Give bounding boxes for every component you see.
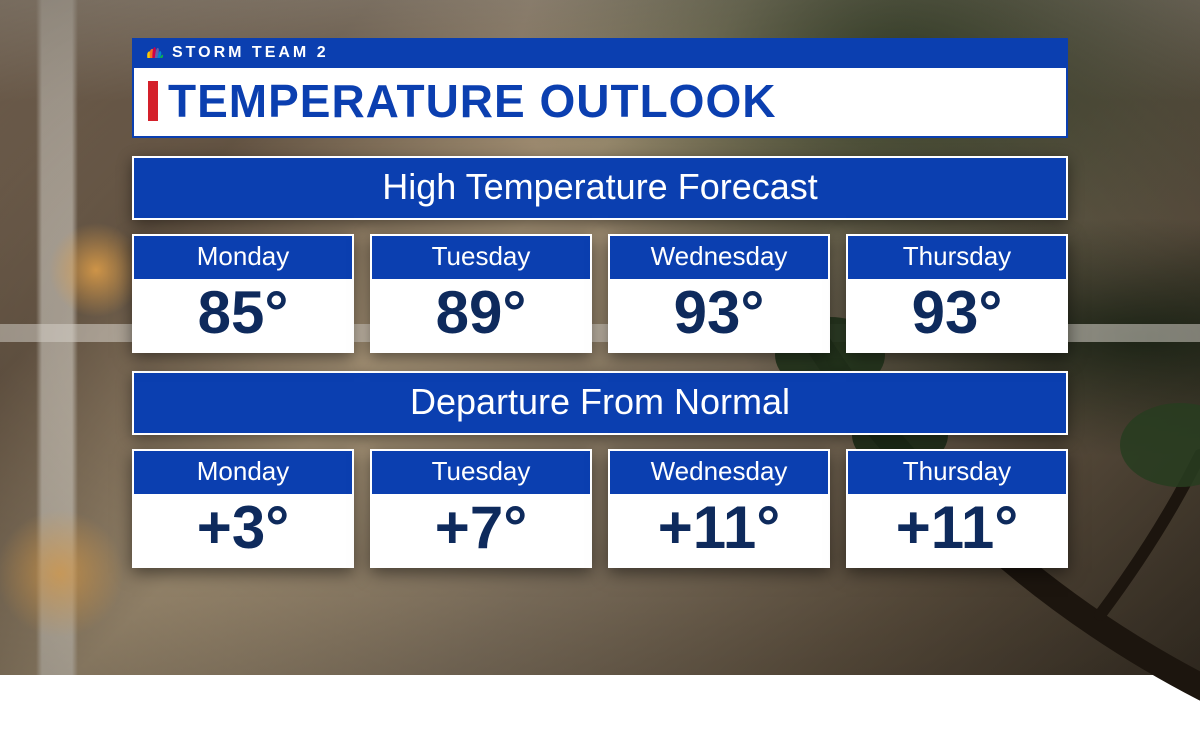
departure-day: Wednesday (610, 451, 828, 494)
forecast-day: Tuesday (372, 236, 590, 279)
forecast-value: 93° (610, 279, 828, 351)
nbc-peacock-icon (144, 43, 164, 63)
departure-day: Tuesday (372, 451, 590, 494)
forecast-value: 89° (372, 279, 590, 351)
forecast-row: Monday 85° Tuesday 89° Wednesday 93° Thu… (132, 234, 1068, 353)
storm-team-label: STORM TEAM 2 (172, 44, 329, 62)
departure-value: +11° (610, 494, 828, 566)
forecast-value: 93° (848, 279, 1066, 351)
departure-card: Wednesday +11° (608, 449, 830, 568)
forecast-card: Tuesday 89° (370, 234, 592, 353)
forecast-card: Wednesday 93° (608, 234, 830, 353)
departure-value: +7° (372, 494, 590, 566)
departure-card: Monday +3° (132, 449, 354, 568)
departure-value: +11° (848, 494, 1066, 566)
departure-day: Monday (134, 451, 352, 494)
departure-day: Thursday (848, 451, 1066, 494)
forecast-value: 85° (134, 279, 352, 351)
departure-value: +3° (134, 494, 352, 566)
panel-title: TEMPERATURE OUTLOOK (168, 74, 776, 128)
section-label-forecast: High Temperature Forecast (132, 156, 1068, 220)
departure-card: Thursday +11° (846, 449, 1068, 568)
header-strip: STORM TEAM 2 (132, 38, 1068, 68)
departure-row: Monday +3° Tuesday +7° Wednesday +11° Th… (132, 449, 1068, 568)
title-bar: TEMPERATURE OUTLOOK (132, 68, 1068, 138)
forecast-day: Monday (134, 236, 352, 279)
section-label-departure: Departure From Normal (132, 371, 1068, 435)
forecast-card: Monday 85° (132, 234, 354, 353)
forecast-card: Thursday 93° (846, 234, 1068, 353)
forecast-panel: STORM TEAM 2 TEMPERATURE OUTLOOK High Te… (132, 38, 1068, 568)
forecast-day: Wednesday (610, 236, 828, 279)
red-accent-bar (148, 81, 158, 121)
forecast-day: Thursday (848, 236, 1066, 279)
departure-card: Tuesday +7° (370, 449, 592, 568)
